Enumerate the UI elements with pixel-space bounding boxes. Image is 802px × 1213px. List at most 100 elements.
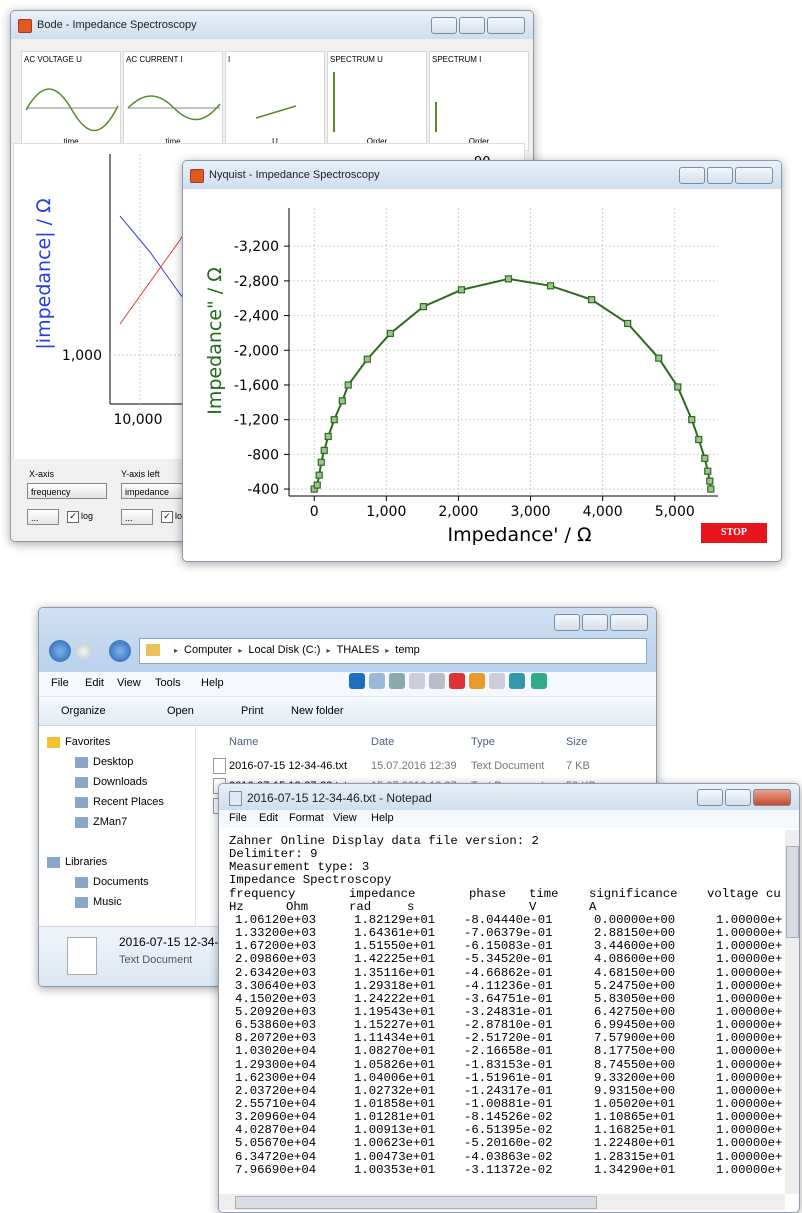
- button-label: ...: [31, 513, 39, 523]
- column-header[interactable]: Name: [229, 736, 258, 748]
- data-cell: -1.51961e-01: [464, 1071, 553, 1085]
- toolbar-button[interactable]: Open: [167, 705, 194, 717]
- more-button[interactable]: ...: [27, 509, 59, 525]
- toolbar-icon[interactable]: [369, 673, 385, 689]
- log-checkbox[interactable]: ✓: [161, 511, 173, 523]
- sidebar-item[interactable]: Documents: [93, 876, 149, 888]
- maximize-button[interactable]: [582, 614, 608, 631]
- forward-button[interactable]: [75, 643, 92, 660]
- toolbar-icon[interactable]: [389, 673, 405, 689]
- checkbox-label: log: [81, 511, 93, 521]
- column-header[interactable]: Type: [471, 736, 495, 748]
- data-point: [505, 276, 511, 282]
- data-cell: 6.99450e+00: [594, 1018, 675, 1032]
- breadcrumb-separator: ▸: [326, 646, 330, 655]
- minimize-button[interactable]: [679, 167, 705, 184]
- text-line: Delimiter: 9: [229, 847, 318, 861]
- data-point: [589, 297, 595, 303]
- data-cell: -5.34520e-01: [464, 952, 553, 966]
- toolbar-icon[interactable]: [449, 673, 465, 689]
- data-cell: 1.35116e+01: [354, 966, 435, 980]
- menu-item[interactable]: Help: [201, 677, 224, 689]
- menu-item[interactable]: Help: [371, 812, 394, 824]
- data-cell: 1.00000e+: [716, 992, 782, 1006]
- status-type: Text Document: [119, 954, 192, 966]
- data-cell: -7.06379e-01: [464, 926, 553, 940]
- toolbar-icon[interactable]: [429, 673, 445, 689]
- data-cell: 1.01281e+01: [354, 1110, 435, 1124]
- horizontal-scrollbar[interactable]: [219, 1194, 785, 1210]
- window-title: Bode - Impedance Spectroscopy: [37, 19, 197, 31]
- data-cell: 1.00000e+: [716, 1018, 782, 1032]
- minimize-button[interactable]: [431, 17, 457, 34]
- menu-item[interactable]: Edit: [85, 677, 104, 689]
- sidebar-item[interactable]: Libraries: [65, 856, 107, 868]
- toolbar-icon[interactable]: [531, 673, 547, 689]
- close-button[interactable]: [753, 789, 791, 806]
- data-cell: 1.11434e+01: [354, 1031, 435, 1045]
- more-button[interactable]: ...: [121, 509, 153, 525]
- menu-item[interactable]: Tools: [155, 677, 181, 689]
- data-cell: 1.00000e+: [716, 1136, 782, 1150]
- menu-item[interactable]: Format: [289, 812, 324, 824]
- x-axis-select[interactable]: frequency: [27, 483, 107, 499]
- log-checkbox[interactable]: ✓: [67, 511, 79, 523]
- data-cell: 1.00000e+: [716, 1150, 782, 1164]
- sidebar-icon: [75, 817, 88, 828]
- minimize-button[interactable]: [554, 614, 580, 631]
- sidebar-item[interactable]: Music: [93, 896, 122, 908]
- scroll-thumb[interactable]: [786, 846, 799, 938]
- x-tick-label: 4,000: [583, 504, 623, 520]
- menu-item[interactable]: Edit: [259, 812, 278, 824]
- toolbar-icon[interactable]: [489, 673, 505, 689]
- data-cell: 1.00000e+: [716, 966, 782, 980]
- column-header[interactable]: Date: [371, 736, 394, 748]
- column-header[interactable]: Size: [566, 736, 587, 748]
- toolbar-icon[interactable]: [409, 673, 425, 689]
- sidebar-item[interactable]: Downloads: [93, 776, 147, 788]
- menu-item[interactable]: File: [51, 677, 69, 689]
- back-button[interactable]: [49, 640, 71, 662]
- data-cell: 1.00000e+: [716, 979, 782, 993]
- sidebar-item[interactable]: Desktop: [93, 756, 133, 768]
- close-button[interactable]: [610, 614, 648, 631]
- close-button[interactable]: [735, 167, 773, 184]
- menu-item[interactable]: View: [333, 812, 357, 824]
- toolbar-icon[interactable]: [469, 673, 485, 689]
- maximize-button[interactable]: [459, 17, 485, 34]
- breadcrumb-item[interactable]: Local Disk (C:): [248, 644, 320, 656]
- toolbar-icon[interactable]: [509, 673, 525, 689]
- menu-item[interactable]: File: [229, 812, 247, 824]
- data-cell: 6.42750e+00: [594, 1005, 675, 1019]
- stop-button[interactable]: STOP: [701, 523, 767, 543]
- text-area[interactable]: Zahner Online Display data file version:…: [219, 830, 784, 1194]
- menu-item[interactable]: View: [117, 677, 141, 689]
- data-cell: 1.29318e+01: [354, 979, 435, 993]
- app-icon: [190, 169, 204, 183]
- data-cell: 1.34290e+01: [594, 1163, 675, 1177]
- sidebar-item[interactable]: Recent Places: [93, 796, 164, 808]
- toolbar-button[interactable]: New folder: [291, 705, 344, 717]
- data-cell: 5.05670e+04: [235, 1136, 316, 1150]
- maximize-button[interactable]: [707, 167, 733, 184]
- scroll-thumb[interactable]: [235, 1196, 597, 1209]
- toolbar-button[interactable]: Print: [241, 705, 264, 717]
- text-line: Impedance Spectroscopy: [229, 873, 391, 887]
- close-button[interactable]: [487, 17, 525, 34]
- data-cell: 2.09860e+03: [235, 952, 316, 966]
- vertical-scrollbar[interactable]: [785, 830, 799, 1194]
- breadcrumb-separator: ▸: [238, 646, 242, 655]
- sidebar-item[interactable]: ZMan7: [93, 816, 127, 828]
- file-cell[interactable]: 2016-07-15 12-34-46.txt: [229, 760, 347, 772]
- data-cell: 4.15020e+03: [235, 992, 316, 1006]
- toolbar-icon[interactable]: [349, 673, 365, 689]
- address-bar[interactable]: ▸Computer▸Local Disk (C:)▸THALES▸temp: [139, 638, 647, 664]
- minimize-button[interactable]: [697, 789, 723, 806]
- sidebar-item[interactable]: Favorites: [65, 736, 110, 748]
- toolbar-button[interactable]: Organize: [61, 705, 106, 717]
- breadcrumb-item[interactable]: THALES: [336, 644, 379, 656]
- maximize-button[interactable]: [725, 789, 751, 806]
- breadcrumb-item[interactable]: temp: [395, 644, 419, 656]
- breadcrumb-item[interactable]: Computer: [184, 644, 232, 656]
- up-button[interactable]: [109, 640, 131, 662]
